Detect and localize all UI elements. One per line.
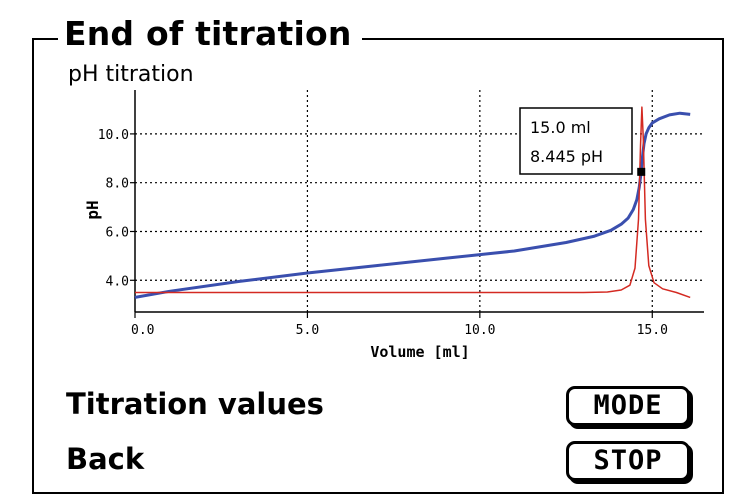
screen-frame: [32, 38, 724, 494]
endpoint-marker: [637, 167, 646, 176]
menu-item-titration-values[interactable]: Titration values: [66, 387, 324, 421]
x-tick-label: 0.0: [131, 323, 154, 338]
x-tick-label: 10.0: [464, 323, 495, 338]
axis-ticks: 4.0 6.0 8.0 10.0 0.0 5.0 10.0 15.0: [98, 128, 668, 338]
y-tick-label: 6.0: [106, 225, 129, 240]
y-tick-label: 4.0: [106, 274, 129, 289]
readout-box: [519, 107, 633, 175]
x-tick-label: 5.0: [296, 323, 319, 338]
stop-button[interactable]: STOP: [566, 441, 690, 481]
marker-readout: 15.0 ml 8.445 pH: [519, 107, 633, 175]
chart-axes: [134, 90, 704, 313]
derivative-curve-line: [135, 106, 691, 299]
readout-ph: 8.445 pH: [530, 147, 603, 166]
y-axis-label: pH: [83, 200, 102, 219]
x-tick-label: 15.0: [637, 323, 668, 338]
screen-title: End of titration: [58, 12, 362, 56]
menu-item-back[interactable]: Back: [66, 442, 145, 476]
mode-button[interactable]: MODE: [566, 386, 690, 426]
readout-volume: 15.0 ml: [530, 118, 591, 137]
y-tick-label: 8.0: [106, 177, 129, 192]
y-tick-label: 10.0: [98, 128, 129, 143]
series-lines: [134, 106, 691, 299]
screen-subtitle: pH titration: [68, 62, 194, 87]
ph-curve-line: [134, 111, 691, 299]
x-axis-label: Volume [ml]: [370, 343, 469, 361]
